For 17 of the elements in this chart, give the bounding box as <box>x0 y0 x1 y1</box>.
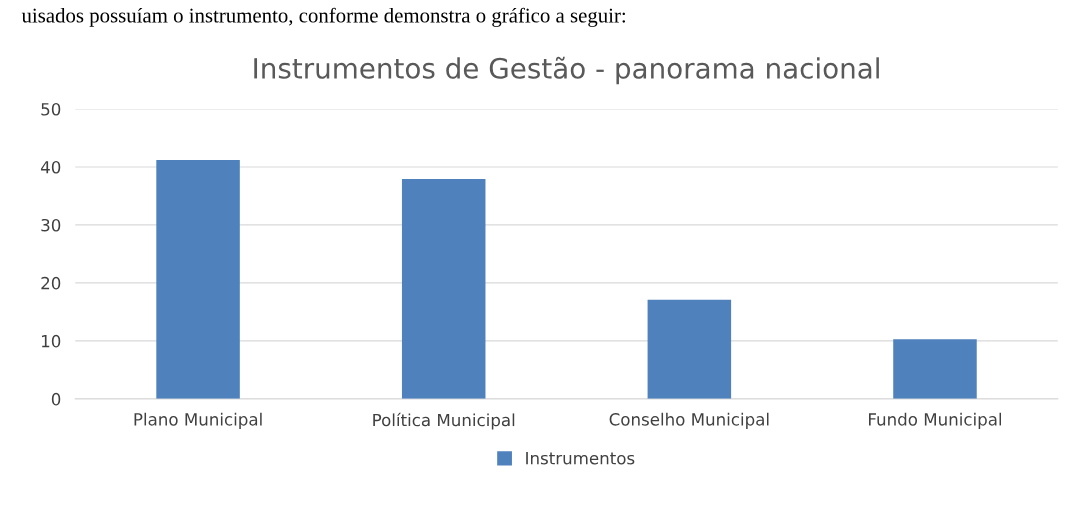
chart-title: Instrumentos de Gestão - panorama nacional <box>254 56 879 85</box>
x-tick-label: Plano Municipal <box>134 412 262 429</box>
y-tick-label: 30 <box>41 218 61 232</box>
text: uisados possuíam o instrumento, conforme demonstra o gráfico a seguir: <box>21 7 625 27</box>
legend-label: Instrumentos <box>526 452 635 465</box>
bar <box>893 339 977 399</box>
y-tick-label: 40 <box>40 160 61 174</box>
y-tick-label: 20 <box>41 276 61 290</box>
y-tick-label: 10 <box>41 334 61 348</box>
x-tick-label: Conselho Municipal <box>609 412 769 429</box>
bar <box>156 159 240 399</box>
y-tick-label: 0 <box>51 392 61 406</box>
x-tick-label: Política Municipal <box>373 412 515 430</box>
bar <box>401 179 486 399</box>
x-tick-label: Fundo Municipal <box>869 412 1002 429</box>
bar <box>647 299 732 399</box>
y-tick-label: 50 <box>41 102 61 116</box>
